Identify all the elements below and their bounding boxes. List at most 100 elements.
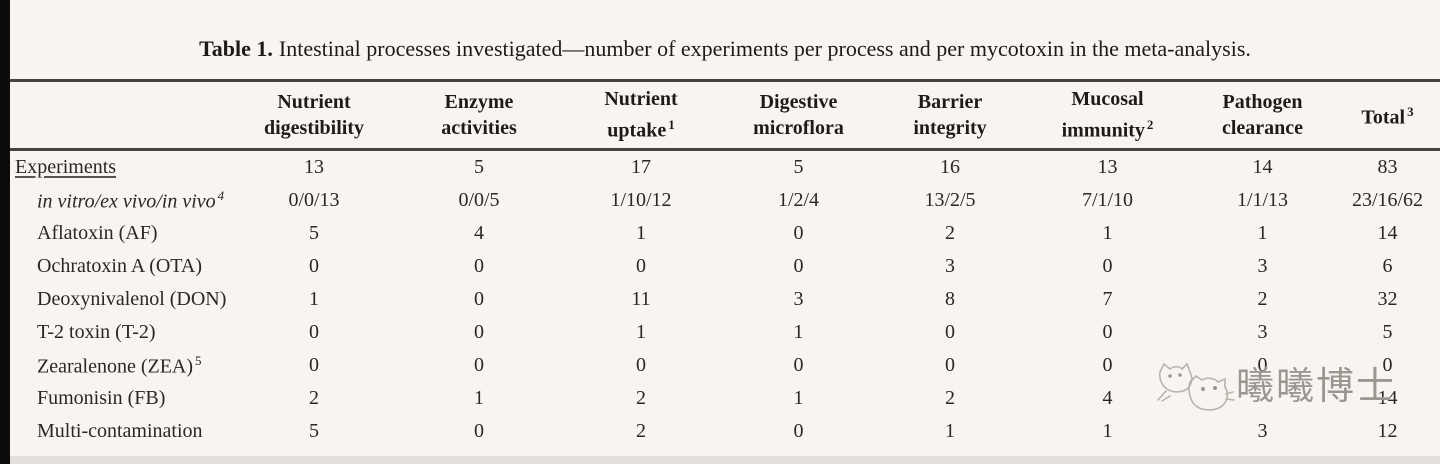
table-cell: 1: [945, 420, 955, 442]
table-cell: 4: [474, 222, 484, 244]
table-cell: 0: [793, 222, 804, 244]
table-title: Table 1. Intestinal processes investigate…: [10, 36, 1440, 62]
header-row-label-spacer: [10, 82, 230, 148]
table-cell: 0: [636, 255, 646, 277]
table-cell: 0: [309, 255, 319, 277]
row-label: Ochratoxin A (OTA): [37, 255, 203, 277]
table-cell: 0: [309, 354, 319, 376]
row-label: Fumonisin (FB): [37, 387, 166, 409]
table-cell: 0: [474, 288, 484, 310]
table-cell: 6: [1382, 255, 1393, 277]
table-row: T-2 toxin (T-2) 0 0 1 1 0 0 3 5: [10, 316, 1440, 349]
table-row: Aflatoxin (AF) 5 4 1 0 2 1 1 14: [10, 217, 1440, 250]
table-cell: 3: [793, 288, 804, 310]
table-title-text: Intestinal processes investigated—number…: [278, 36, 1251, 61]
table-cell: 1: [636, 321, 646, 343]
table-cell: 1/10/12: [610, 189, 672, 211]
bottom-edge-band: [10, 456, 1440, 464]
table-cell: 0: [1102, 321, 1113, 343]
column-header-pathogen-clearance: Pathogen clearance: [1221, 91, 1304, 139]
table-row: Deoxynivalenol (DON) 1 0 11 3 8 7 2 32: [10, 283, 1440, 316]
table-cell: 3: [1257, 255, 1268, 277]
table-cell: 5: [1382, 321, 1393, 343]
table-cell: 12: [1377, 420, 1398, 442]
column-header-nutrient-digestibility: Nutrient digestibility: [263, 91, 364, 139]
table-cell: 2: [945, 387, 955, 409]
table-cell: 11: [631, 288, 651, 310]
table-cell: 0: [793, 420, 804, 442]
table-row: Zearalenone (ZEA) 5 0 0 0 0 0 0 0 0: [10, 349, 1440, 382]
table-cell: 1: [309, 288, 319, 310]
table-cell: 0: [945, 354, 955, 376]
table-cell: 1: [793, 387, 804, 409]
table-cell: 23/16/62: [1351, 189, 1424, 211]
table-cell: 0: [474, 321, 484, 343]
table-cell: 3: [1257, 321, 1268, 343]
table-cell: 17: [631, 156, 651, 178]
table-cell: 14: [1377, 222, 1398, 244]
table-row: Fumonisin (FB) 2 1 2 1 2 4 14: [10, 382, 1440, 415]
table-cell: 2: [636, 420, 646, 442]
row-label: in vitro/ex vivo/in vivo 4: [37, 187, 225, 213]
row-label: Aflatoxin (AF): [37, 222, 158, 244]
column-header-mucosal-immunity: Mucosal immunity 2: [1061, 88, 1154, 142]
column-header-barrier-integrity: Barrier integrity: [913, 91, 987, 139]
table-body: Experiments 13 5 17 5 16 13 14 83 in vit…: [10, 151, 1440, 448]
table-cell: 1: [474, 387, 484, 409]
table-cell: 0: [793, 354, 804, 376]
table-cell: 1: [636, 222, 646, 244]
table-cell: 0: [945, 321, 955, 343]
table-cell: 1: [1102, 420, 1113, 442]
table-cell: 0: [474, 420, 484, 442]
table-header-row: Nutrient digestibility Enzyme activities…: [10, 82, 1440, 148]
column-header-nutrient-uptake: Nutrient uptake 1: [604, 88, 678, 142]
left-edge-bar: [0, 0, 10, 464]
table-cell: 2: [1257, 288, 1268, 310]
table-cell: 7: [1102, 288, 1113, 310]
table-top-rule: [10, 79, 1440, 82]
column-header-total: Total 3: [1361, 104, 1414, 129]
table-cell: 8: [945, 288, 955, 310]
table-cell: 0: [309, 321, 319, 343]
table-cell: 0: [1257, 354, 1268, 376]
table-cell: 0: [474, 354, 484, 376]
table-cell: 0: [474, 255, 484, 277]
row-label: T-2 toxin (T-2): [37, 321, 156, 343]
table-cell: 0: [793, 255, 804, 277]
table-cell: 0/0/13: [288, 189, 340, 211]
table-cell: 2: [309, 387, 319, 409]
table-cell: 0/0/5: [458, 189, 500, 211]
table-cell: 1: [1257, 222, 1268, 244]
table-cell: 13: [304, 156, 324, 178]
table-cell: 5: [474, 156, 484, 178]
column-header-digestive-microflora: Digestive microflora: [753, 91, 844, 139]
row-label: Deoxynivalenol (DON): [37, 288, 227, 310]
table-cell: 0: [1102, 354, 1113, 376]
table-cell: 5: [309, 222, 319, 244]
table-cell: 16: [940, 156, 960, 178]
table-cell: 1: [793, 321, 804, 343]
table-row: Multi-contamination 5 0 2 0 1 1 3 12: [10, 415, 1440, 448]
table-cell: 4: [1102, 387, 1113, 409]
row-label: Multi-contamination: [37, 420, 203, 442]
table-cell: 2: [636, 387, 646, 409]
table-cell: 1: [1102, 222, 1113, 244]
table-cell: 83: [1377, 156, 1398, 178]
table-row: Ochratoxin A (OTA) 0 0 0 0 3 0 3 6: [10, 250, 1440, 283]
table-cell: 13: [1097, 156, 1118, 178]
table-cell: 14: [1377, 387, 1398, 409]
table-cell: 3: [945, 255, 955, 277]
table-row: Experiments 13 5 17 5 16 13 14 83: [10, 151, 1440, 184]
table-cell: 7/1/10: [1081, 189, 1134, 211]
table-cell: 5: [309, 420, 319, 442]
row-label: Experiments: [15, 156, 117, 178]
table-cell: 32: [1377, 288, 1398, 310]
table-cell: 0: [1102, 255, 1113, 277]
table-row: in vitro/ex vivo/in vivo 4 0/0/13 0/0/5 1…: [10, 184, 1440, 217]
column-header-enzyme-activities: Enzyme activities: [441, 91, 517, 139]
table-cell: 0: [1382, 354, 1393, 376]
table-cell: 1/1/13: [1236, 189, 1289, 211]
table-cell: 14: [1252, 156, 1273, 178]
table-cell: 3: [1257, 420, 1268, 442]
